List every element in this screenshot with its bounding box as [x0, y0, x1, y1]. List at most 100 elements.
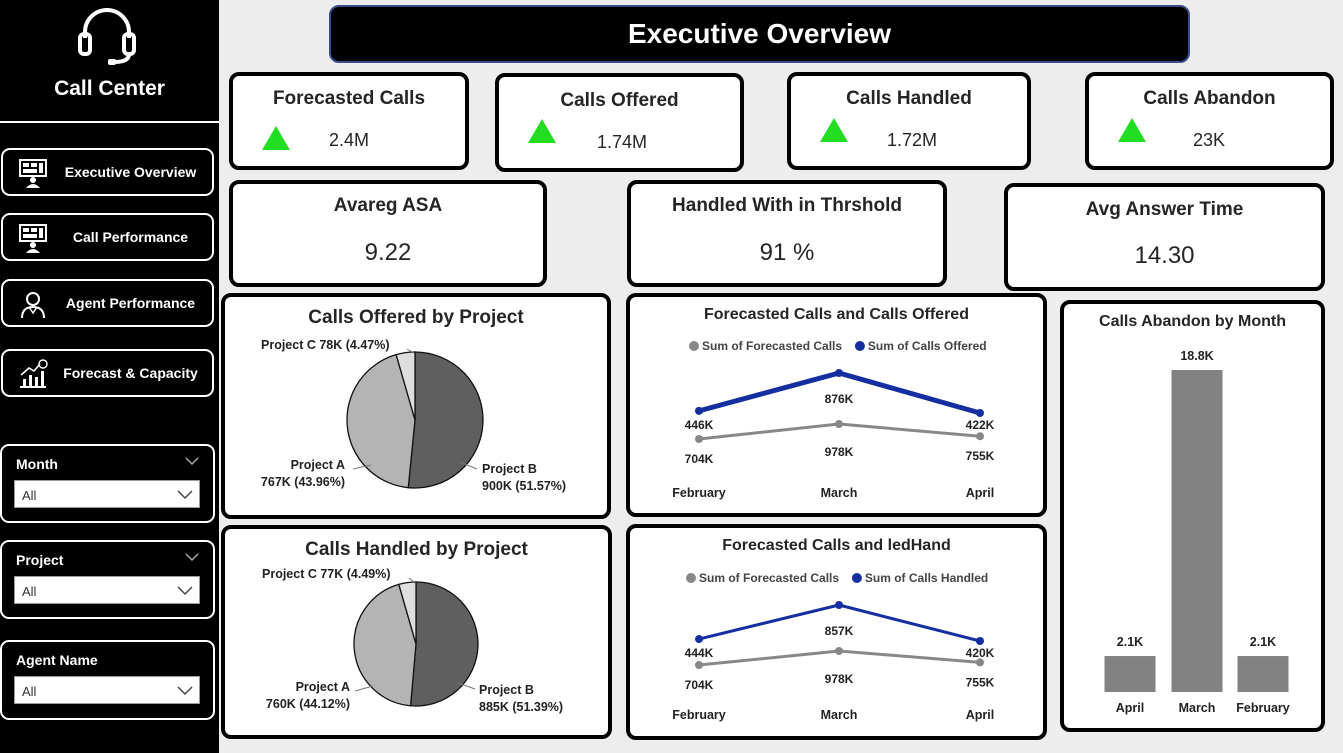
slicer-title: Agent Name	[16, 652, 98, 668]
data-label: 857K	[825, 624, 854, 638]
chart-title: Forecasted Calls and Calls Offered	[704, 306, 969, 323]
dropdown-value: All	[22, 488, 37, 503]
data-label: 2.1K	[1250, 635, 1276, 649]
chevron-down-icon	[177, 686, 193, 696]
legend-label[interactable]: Sum of Forecasted Calls	[699, 571, 839, 585]
kpi-value: 2.4M	[329, 130, 370, 150]
data-label: 422K	[966, 418, 995, 432]
x-tick-label: March	[1179, 701, 1216, 715]
bar-chart: 2.1K April 18.8K March 2.1K February	[1104, 349, 1290, 715]
nav-label: Forecast & Capacity	[63, 365, 198, 381]
slicer-month: Month All	[0, 444, 215, 523]
chevron-down-icon	[177, 586, 193, 596]
data-point[interactable]	[835, 601, 843, 609]
kpi-title: Avg Answer Time	[1085, 199, 1244, 220]
data-point[interactable]	[695, 635, 703, 644]
kpi-value: 1.72M	[887, 130, 938, 150]
nav-forecast-capacity[interactable]: Forecast & Capacity	[1, 349, 214, 397]
pie-slice-project-a[interactable]	[353, 583, 417, 707]
agent-name-dropdown[interactable]: All	[14, 676, 200, 704]
data-label: 978K	[825, 672, 854, 686]
x-tick-label: March	[821, 708, 858, 722]
data-point[interactable]	[835, 420, 843, 428]
kpi-value: 23K	[1193, 130, 1226, 150]
up-triangle-icon	[262, 126, 290, 150]
chart-title: Forecasted Calls and ledHand	[722, 537, 951, 554]
month-dropdown[interactable]: All	[14, 480, 200, 508]
kpi-title: Avareg ASA	[333, 195, 443, 216]
legend-marker	[851, 573, 862, 583]
bar-march[interactable]	[1171, 370, 1223, 692]
dashboard-user-icon	[19, 224, 47, 253]
kpi-card-handled-within-threshold: Handled With in Thrshold 91 %	[627, 180, 947, 287]
chart-title: Calls Abandon by Month	[1099, 313, 1286, 330]
legend-label[interactable]: Sum of Calls Handled	[865, 571, 988, 585]
leader-line	[352, 464, 372, 470]
data-label: 767K (43.96%)	[261, 475, 345, 489]
data-label: 2.1K	[1117, 635, 1143, 649]
data-label: 755K	[966, 449, 995, 463]
sidebar-divider	[0, 121, 219, 123]
kpi-card-avg-answer-time: Avg Answer Time 14.30	[1004, 183, 1325, 291]
chevron-down-icon[interactable]	[185, 456, 199, 466]
up-triangle-icon	[1118, 118, 1146, 142]
chart-title: Calls Handled by Project	[305, 539, 528, 560]
kpi-value: 14.30	[1134, 242, 1195, 269]
data-label: 900K (51.57%)	[482, 479, 566, 493]
kpi-title: Calls Handled	[846, 88, 972, 109]
chevron-down-icon	[177, 490, 193, 500]
chevron-down-icon[interactable]	[185, 552, 199, 562]
x-tick-label: March	[821, 486, 858, 500]
pie-chart: Project B 885K (51.39%) Project A 760K (44.…	[262, 567, 563, 714]
data-label: 876K	[825, 392, 854, 406]
nav-call-performance[interactable]: Call Performance	[1, 213, 214, 261]
chart-calls-abandon-by-month: Calls Abandon by Month 2.1K April 18.8K Mar…	[1060, 300, 1325, 732]
dropdown-value: All	[22, 584, 37, 599]
bar-april[interactable]	[1104, 656, 1156, 692]
slicer-agent-name: Agent Name All	[0, 640, 215, 720]
chart-calls-offered-by-project: Calls Offered by Project Project B 900K (…	[221, 293, 611, 519]
x-tick-label: April	[966, 486, 994, 500]
x-tick-label: February	[672, 708, 726, 722]
data-label: 760K (44.12%)	[266, 697, 350, 711]
data-point[interactable]	[695, 661, 703, 669]
up-triangle-icon	[820, 118, 848, 142]
pie-slice-project-b[interactable]	[407, 351, 484, 489]
nav-executive-overview[interactable]: Executive Overview	[1, 148, 214, 196]
kpi-card-average-asa: Avareg ASA 9.22	[229, 180, 547, 287]
kpi-value: 1.74M	[597, 132, 648, 152]
x-tick-label: February	[1236, 701, 1290, 715]
data-point[interactable]	[976, 658, 984, 667]
pie-slice-project-a[interactable]	[346, 353, 416, 489]
headset-icon	[78, 8, 136, 65]
legend-label[interactable]: Sum of Forecasted Calls	[702, 339, 842, 353]
data-point[interactable]	[835, 647, 843, 655]
dropdown-value: All	[22, 684, 37, 699]
pie-slice-project-c[interactable]	[395, 351, 416, 421]
data-point[interactable]	[976, 432, 984, 441]
chart-calls-handled-by-project: Calls Handled by Project Project B 885K (…	[221, 525, 612, 739]
data-label: 755K	[966, 675, 995, 689]
project-dropdown[interactable]: All	[14, 576, 200, 604]
data-label: Project C 77K (4.49%)	[262, 567, 391, 581]
data-point[interactable]	[695, 435, 703, 443]
bar-february[interactable]	[1237, 656, 1289, 692]
slicer-title: Project	[16, 552, 64, 568]
slice-name-label: Project A	[291, 458, 345, 472]
slice-name-label: Project B	[479, 683, 534, 697]
x-tick-label: February	[672, 486, 726, 500]
data-point[interactable]	[835, 369, 843, 377]
data-label: 978K	[825, 445, 854, 459]
legend-marker	[854, 341, 865, 351]
data-point[interactable]	[976, 637, 984, 645]
pie-slice-project-b[interactable]	[409, 581, 479, 707]
data-label: 444K	[685, 646, 714, 660]
data-point[interactable]	[695, 406, 703, 415]
data-point[interactable]	[976, 409, 984, 417]
kpi-title: Handled With in Thrshold	[672, 195, 902, 216]
pie-slice-project-c[interactable]	[398, 581, 417, 645]
leader-line	[408, 577, 416, 584]
nav-agent-performance[interactable]: Agent Performance	[1, 279, 214, 327]
dashboard-user-icon	[19, 159, 47, 188]
legend-label[interactable]: Sum of Calls Offered	[868, 339, 987, 353]
